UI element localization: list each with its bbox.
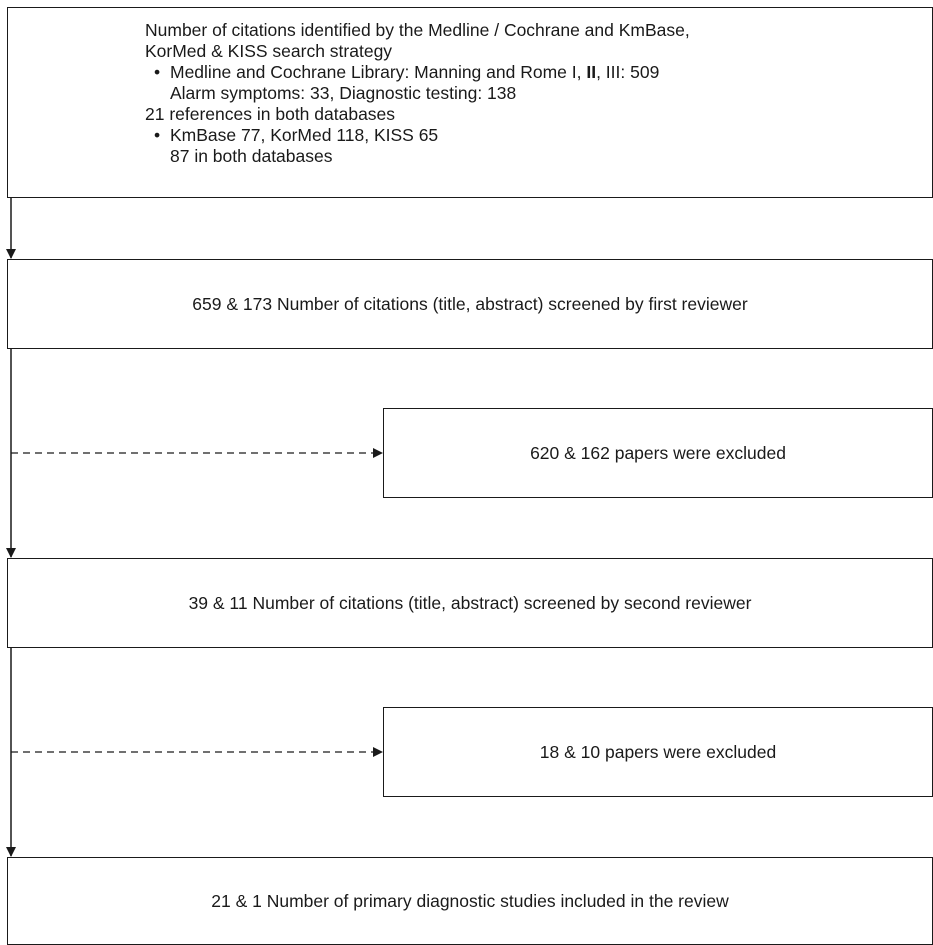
bullet-kmbase-text: KmBase 77, KorMed 118, KISS 65: [170, 125, 439, 145]
search-line-2: KorMed & KISS search strategy: [145, 41, 393, 61]
bullet-medline-text-b: , III: 509: [596, 62, 660, 82]
search-line-3: 21 references in both databases: [145, 104, 396, 124]
bullet-medline: • Medline and Cochrane Library: Manning …: [145, 62, 690, 83]
excluded-text-2: 18 & 10 papers were excluded: [539, 741, 777, 762]
excluded-text-1: 620 & 162 papers were excluded: [530, 442, 786, 463]
included-studies-box: 21 & 1 Number of primary diagnostic stud…: [7, 857, 933, 945]
search-strategy-text: Number of citations identified by the Me…: [145, 20, 690, 167]
bullet-kmbase-line-2: 87 in both databases: [170, 146, 333, 166]
second-reviewer-text: 39 & 11 Number of citations (title, abst…: [188, 592, 752, 613]
bullet-medline-text-a: Medline and Cochrane Library: Manning an…: [170, 62, 587, 82]
bullet-medline-line-2: Alarm symptoms: 33, Diagnostic testing: …: [170, 83, 517, 103]
bullet-dot-icon: •: [154, 62, 161, 82]
bullet-kmbase: • KmBase 77, KorMed 118, KISS 65: [145, 125, 690, 146]
second-reviewer-box: 39 & 11 Number of citations (title, abst…: [7, 558, 933, 648]
search-line-1: Number of citations identified by the Me…: [145, 20, 690, 40]
included-studies-text: 21 & 1 Number of primary diagnostic stud…: [211, 890, 729, 911]
excluded-box-2: 18 & 10 papers were excluded: [383, 707, 933, 797]
bullet-dot-icon: •: [154, 125, 161, 145]
search-strategy-box: Number of citations identified by the Me…: [7, 7, 933, 198]
excluded-box-1: 620 & 162 papers were excluded: [383, 408, 933, 498]
bullet-medline-text-bold: II: [586, 62, 597, 82]
first-reviewer-box: 659 & 173 Number of citations (title, ab…: [7, 259, 933, 349]
first-reviewer-text: 659 & 173 Number of citations (title, ab…: [192, 293, 748, 314]
